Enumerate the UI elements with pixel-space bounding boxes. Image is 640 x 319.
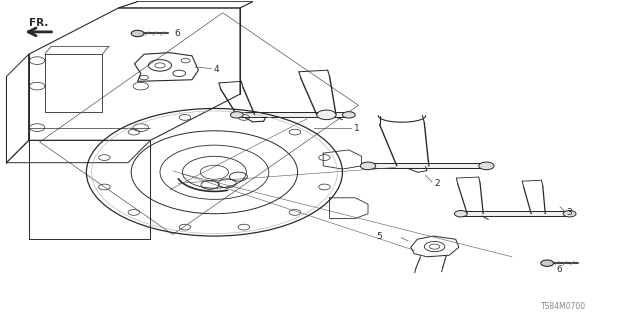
Text: 3: 3 — [566, 208, 572, 217]
Circle shape — [541, 260, 554, 266]
Circle shape — [317, 110, 336, 120]
Text: 1: 1 — [354, 124, 360, 133]
Text: 4: 4 — [213, 65, 219, 74]
Circle shape — [563, 211, 576, 217]
Circle shape — [230, 112, 243, 118]
Circle shape — [360, 162, 376, 170]
Circle shape — [479, 162, 494, 170]
Text: 2: 2 — [434, 179, 440, 188]
Circle shape — [454, 211, 467, 217]
Circle shape — [131, 30, 144, 37]
Text: 5: 5 — [376, 232, 382, 241]
Text: FR.: FR. — [29, 18, 48, 28]
Polygon shape — [237, 112, 349, 117]
Text: 6: 6 — [557, 265, 563, 274]
Text: 6: 6 — [175, 29, 180, 38]
Circle shape — [342, 112, 355, 118]
Text: TS84M0700: TS84M0700 — [541, 302, 586, 311]
Polygon shape — [461, 211, 570, 216]
Polygon shape — [368, 163, 486, 168]
